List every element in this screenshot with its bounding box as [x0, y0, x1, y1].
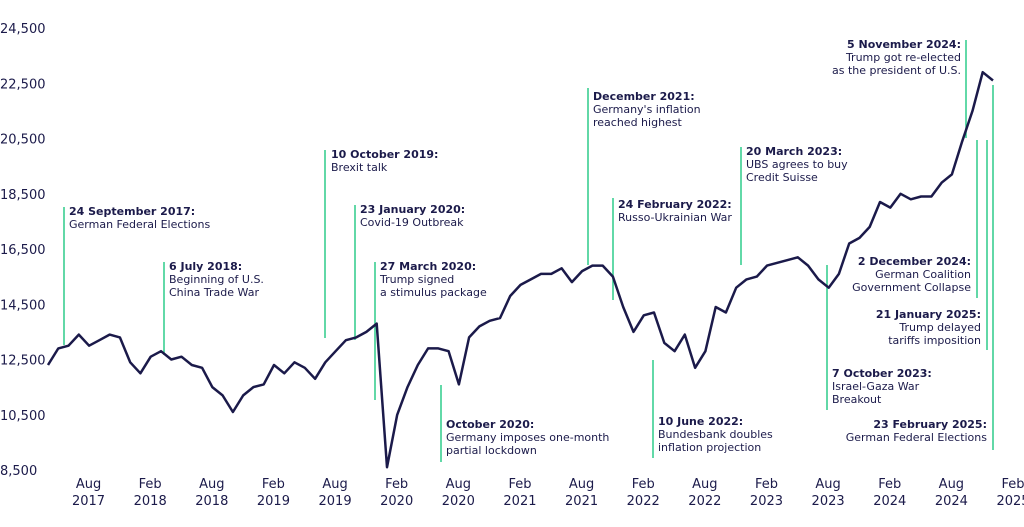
x-tick-label: Feb: [632, 477, 655, 492]
x-tick-year: 2023: [812, 494, 845, 509]
x-tick-year: 2018: [195, 494, 228, 509]
annotation-text: Government Collapse: [852, 281, 971, 294]
y-tick-label: 10,500: [0, 409, 46, 424]
x-tick-year: 2020: [442, 494, 475, 509]
x-tick-year: 2022: [627, 494, 660, 509]
x-tick-year: 2021: [503, 494, 536, 509]
annotation-text: UBS agrees to buy: [746, 158, 848, 171]
annotation-title: 5 November 2024:: [847, 38, 961, 51]
annotation-text: Bundesbank doubles: [658, 428, 773, 441]
x-tick-year: 2023: [750, 494, 783, 509]
annotation-text: a stimulus package: [380, 286, 487, 299]
annotation-text: Trump delayed: [898, 321, 981, 334]
annotation-title: 24 February 2022:: [618, 198, 732, 211]
y-tick-label: 18,500: [0, 188, 46, 203]
annotation-text: German Coalition: [875, 268, 971, 281]
x-tick-label: Feb: [508, 477, 531, 492]
y-tick-label: 12,500: [0, 354, 46, 369]
x-tick-year: 2025: [996, 494, 1024, 509]
x-tick-label: Aug: [939, 477, 964, 492]
x-tick-year: 2021: [565, 494, 598, 509]
annotation-title: 10 June 2022:: [658, 415, 743, 428]
x-tick-year: 2020: [380, 494, 413, 509]
x-tick-year: 2018: [134, 494, 167, 509]
annotation-text: Russo-Ukrainian War: [618, 211, 732, 224]
annotation-text: Israel-Gaza War: [832, 380, 920, 393]
x-tick-label: Aug: [815, 477, 840, 492]
annotation-text: inflation projection: [658, 441, 761, 454]
annotation-text: Trump got re-elected: [845, 51, 961, 64]
annotation-title: 27 March 2020:: [380, 260, 476, 273]
annotation-text: Germany imposes one-month: [446, 431, 609, 444]
annotation-text: Brexit talk: [331, 161, 388, 174]
y-tick-label: 24,500: [0, 22, 46, 37]
x-tick-year: 2024: [873, 494, 906, 509]
annotation-text: Beginning of U.S.: [169, 273, 264, 286]
annotation-title: 23 February 2025:: [873, 418, 987, 431]
annotation-text: German Federal Elections: [846, 431, 987, 444]
annotation-text: reached highest: [593, 116, 683, 129]
annotation-text: as the president of U.S.: [832, 64, 961, 77]
y-tick-label: 16,500: [0, 243, 46, 258]
y-tick-label: 20,500: [0, 133, 46, 148]
x-tick-label: Feb: [262, 477, 285, 492]
data-line: [46, 70, 994, 469]
x-tick-label: Feb: [1001, 477, 1024, 492]
x-tick-label: Aug: [199, 477, 224, 492]
annotation-title: December 2021:: [593, 90, 695, 103]
x-tick-label: Aug: [76, 477, 101, 492]
annotation-text: Breakout: [832, 393, 882, 406]
annotation-title: 24 September 2017:: [69, 205, 195, 218]
annotation-title: 7 October 2023:: [832, 367, 932, 380]
annotation-text: partial lockdown: [446, 444, 537, 457]
annotation-text: China Trade War: [169, 286, 259, 299]
annotation-text: Credit Suisse: [746, 171, 818, 184]
x-tick-label: Feb: [385, 477, 408, 492]
x-tick-label: Aug: [692, 477, 717, 492]
annotation-title: 10 October 2019:: [331, 148, 438, 161]
annotation-text: German Federal Elections: [69, 218, 210, 231]
y-tick-label: 8,500: [0, 464, 37, 479]
y-tick-label: 14,500: [0, 298, 46, 313]
annotation-title: October 2020:: [446, 418, 534, 431]
x-tick-label: Aug: [569, 477, 594, 492]
x-tick-year: 2024: [935, 494, 968, 509]
annotation-text: Trump signed: [379, 273, 454, 286]
x-tick-year: 2019: [319, 494, 352, 509]
x-tick-label: Feb: [878, 477, 901, 492]
annotation-title: 23 January 2020:: [360, 203, 465, 216]
x-tick-label: Aug: [446, 477, 471, 492]
y-tick-label: 22,500: [0, 77, 46, 92]
annotation-title: 20 March 2023:: [746, 145, 842, 158]
x-tick-year: 2019: [257, 494, 290, 509]
annotation-title: 2 December 2024:: [858, 255, 971, 268]
x-tick-label: Feb: [139, 477, 162, 492]
annotation-title: 6 July 2018:: [169, 260, 242, 273]
x-tick-label: Aug: [322, 477, 347, 492]
annotation-title: 21 January 2025:: [876, 308, 981, 321]
x-tick-year: 2017: [72, 494, 105, 509]
annotation-text: Germany's inflation: [593, 103, 701, 116]
x-tick-label: Feb: [755, 477, 778, 492]
annotation-text: Covid-19 Outbreak: [360, 216, 464, 229]
annotation-text: tariffs imposition: [888, 334, 981, 347]
x-tick-year: 2022: [688, 494, 721, 509]
